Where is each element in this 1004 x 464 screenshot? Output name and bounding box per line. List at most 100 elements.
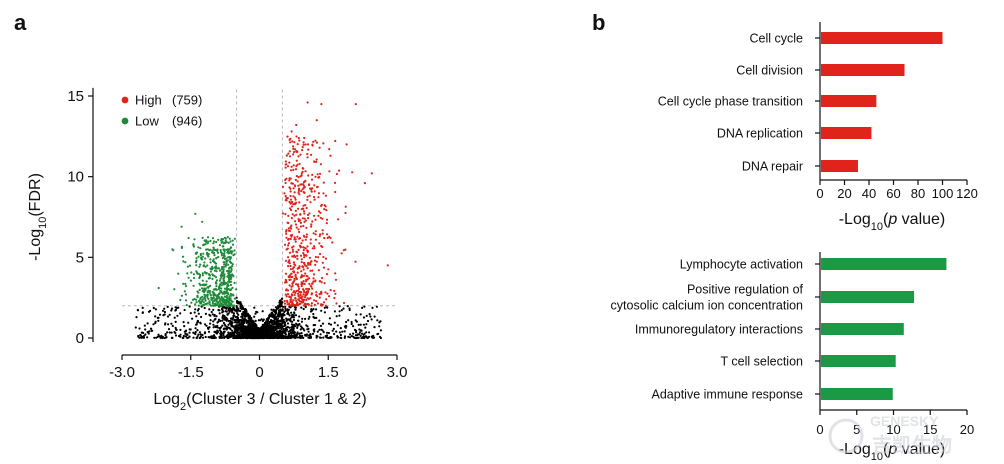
- volcano-point-high: [288, 284, 291, 287]
- volcano-point-low: [202, 301, 205, 304]
- volcano-point-high: [315, 158, 318, 161]
- volcano-point-ns: [294, 335, 297, 338]
- volcano-point-ns: [168, 313, 171, 316]
- volcano-point-ns: [164, 333, 167, 336]
- volcano-point-high: [334, 292, 337, 295]
- volcano-point-low: [157, 286, 160, 290]
- volcano-point-ns: [298, 323, 301, 326]
- volcano-point-high: [287, 256, 290, 259]
- volcano-point-high: [299, 183, 302, 186]
- volcano-point-ns: [252, 327, 255, 330]
- volcano-point-high: [334, 190, 337, 194]
- volcano-point-low: [202, 283, 205, 286]
- volcano-point-high: [316, 302, 319, 305]
- volcano-point-high: [318, 235, 321, 238]
- volcano-point-ns: [279, 324, 282, 328]
- volcano-point-low: [214, 281, 218, 284]
- volcano-point-high: [310, 304, 313, 307]
- volcano-point-ns: [277, 309, 281, 312]
- volcano-point-low: [229, 297, 232, 300]
- volcano-point-ns: [348, 336, 352, 339]
- volcano-point-high: [292, 153, 295, 156]
- volcano-point-high: [301, 149, 304, 152]
- volcano-point-ns: [270, 334, 273, 337]
- volcano-point-ns: [360, 332, 364, 335]
- volcano-point-low: [209, 294, 212, 297]
- volcano-point-high: [303, 212, 306, 215]
- volcano-point-ns: [335, 330, 338, 333]
- volcano-point-ns: [338, 314, 341, 317]
- volcano-point-low: [227, 293, 230, 296]
- volcano-point-low: [206, 251, 209, 254]
- volcano-point-ns: [173, 316, 176, 319]
- volcano-point-high: [306, 195, 309, 198]
- volcano-point-ns: [210, 310, 213, 314]
- volcano-point-low: [184, 261, 187, 264]
- volcano-point-high: [342, 301, 346, 305]
- volcano-point-low: [223, 273, 226, 276]
- volcano-point-low: [229, 302, 232, 305]
- volcano-point-high: [315, 300, 318, 303]
- volcano-point-low: [212, 274, 215, 277]
- bar-x-tick-label: 80: [911, 186, 925, 201]
- volcano-point-ns: [218, 309, 221, 312]
- volcano-point-ns: [282, 330, 285, 334]
- volcano-point-ns: [355, 313, 358, 316]
- volcano-point-low: [217, 295, 220, 298]
- volcano-point-ns: [165, 336, 168, 339]
- volcano-point-low: [199, 254, 202, 257]
- volcano-point-high: [288, 207, 292, 210]
- volcano-point-high: [291, 267, 294, 270]
- volcano-point-high: [286, 293, 290, 296]
- volcano-point-low: [204, 299, 207, 302]
- bar-x-tick-label: 10: [886, 422, 900, 437]
- volcano-point-ns: [239, 307, 242, 310]
- volcano-point-ns: [233, 330, 236, 333]
- volcano-point-ns: [270, 308, 273, 311]
- volcano-point-ns: [196, 335, 199, 338]
- volcano-point-low: [229, 280, 233, 283]
- volcano-point-high: [354, 103, 357, 106]
- volcano-point-low: [215, 267, 218, 270]
- volcano-point-ns: [184, 330, 187, 333]
- volcano-point-ns: [266, 321, 269, 324]
- volcano-point-ns: [204, 323, 207, 326]
- volcano-point-high: [302, 265, 305, 269]
- volcano-point-ns: [359, 313, 362, 316]
- volcano-point-ns: [286, 325, 289, 329]
- volcano-point-high: [295, 123, 298, 127]
- volcano-point-ns: [174, 308, 178, 311]
- volcano-point-high: [318, 175, 321, 179]
- volcano-point-ns: [243, 326, 246, 329]
- volcano-point-ns: [154, 308, 157, 311]
- volcano-point-high: [285, 163, 288, 166]
- bar: [821, 291, 915, 303]
- volcano-point-high: [321, 229, 324, 232]
- volcano-point-ns: [265, 332, 268, 335]
- volcano-point-ns: [168, 331, 171, 334]
- volcano-point-ns: [234, 326, 237, 329]
- volcano-point-ns: [241, 331, 244, 334]
- volcano-point-low: [227, 267, 231, 270]
- bar-x-tick-label: 20: [837, 186, 851, 201]
- volcano-point-high: [298, 201, 301, 204]
- volcano-point-ns: [174, 320, 177, 323]
- volcano-point-high: [287, 238, 290, 241]
- bar-x-tick-label: 20: [960, 422, 974, 437]
- volcano-point-high: [287, 152, 290, 155]
- volcano-point-low: [223, 263, 226, 266]
- volcano-point-low: [221, 245, 224, 248]
- volcano-point-low: [223, 276, 226, 279]
- volcano-point-high: [301, 146, 304, 149]
- volcano-point-high: [317, 214, 320, 217]
- volcano-point-low: [215, 270, 218, 273]
- volcano-point-high: [300, 261, 303, 264]
- volcano-point-high: [291, 233, 294, 237]
- volcano-point-ns: [250, 316, 253, 320]
- volcano-point-ns: [247, 323, 250, 326]
- volcano-point-ns: [235, 310, 238, 313]
- volcano-point-low: [231, 286, 234, 289]
- volcano-point-high: [298, 162, 301, 165]
- volcano-point-ns: [362, 323, 365, 326]
- volcano-point-low: [225, 257, 228, 260]
